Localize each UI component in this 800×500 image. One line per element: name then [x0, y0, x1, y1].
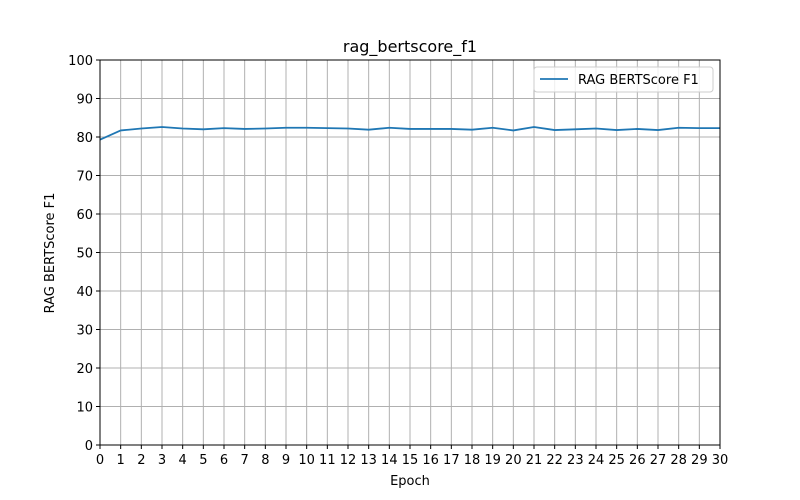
x-tick-label: 0 [96, 453, 104, 468]
x-axis-title: Epoch [390, 474, 430, 489]
series-line [99, 126, 720, 141]
y-tick-label: 80 [76, 131, 93, 146]
x-tick-label: 24 [588, 453, 605, 468]
legend: RAG BERTScore F1 [533, 66, 714, 93]
legend-box [533, 66, 714, 93]
grid-lines [99, 59, 721, 446]
x-tick-label: 13 [360, 453, 377, 468]
x-tick-label: 6 [220, 453, 228, 468]
x-tick-label: 5 [199, 453, 207, 468]
x-tick-label: 11 [319, 453, 336, 468]
y-axis-title: RAG BERTScore F1 [43, 193, 58, 314]
x-tick-label: 19 [484, 453, 501, 468]
chart-title: rag_bertscore_f1 [343, 37, 477, 57]
x-tick-label: 4 [179, 453, 187, 468]
y-tick-label: 60 [76, 208, 93, 223]
y-tick-label: 10 [76, 401, 93, 416]
x-tick-label: 8 [261, 453, 269, 468]
x-tick-label: 22 [546, 453, 563, 468]
x-tick-label: 2 [137, 453, 145, 468]
x-tick-label: 20 [505, 453, 522, 468]
x-tick-label: 1 [117, 453, 125, 468]
x-tick-label: 27 [650, 453, 667, 468]
y-tick-label: 30 [76, 324, 93, 339]
y-tick-label: 100 [68, 54, 93, 69]
x-tick-label: 14 [381, 453, 398, 468]
x-tick-label: 25 [608, 453, 625, 468]
y-tick-label: 90 [76, 93, 93, 108]
x-tick-label: 9 [282, 453, 290, 468]
x-axis-ticks: 0 1 2 3 4 5 6 7 8 9 10 11 12 13 14 15 16 17 18 19 20 21 22 23 24… [96, 445, 728, 468]
x-tick-label: 26 [629, 453, 646, 468]
x-tick-label: 10 [298, 453, 315, 468]
x-tick-label: 28 [670, 453, 687, 468]
x-tick-label: 30 [712, 453, 729, 468]
x-tick-label: 12 [340, 453, 357, 468]
x-tick-label: 17 [443, 453, 460, 468]
x-tick-label: 3 [158, 453, 166, 468]
y-tick-label: 20 [76, 362, 93, 377]
legend-label: RAG BERTScore F1 [578, 73, 699, 88]
x-tick-label: 29 [691, 453, 708, 468]
y-axis-ticks: 0 10 20 30 40 50 60 70 80 90 100 [68, 54, 100, 454]
series-lines [99, 126, 720, 141]
y-tick-label: 50 [76, 247, 93, 262]
x-tick-label: 15 [402, 453, 419, 468]
x-tick-label: 18 [464, 453, 481, 468]
x-tick-label: 16 [422, 453, 439, 468]
x-tick-label: 7 [241, 453, 249, 468]
x-tick-label: 23 [567, 453, 584, 468]
x-tick-label: 21 [526, 453, 543, 468]
y-tick-label: 40 [76, 285, 93, 300]
y-tick-label: 0 [85, 439, 93, 454]
y-tick-label: 70 [76, 170, 93, 185]
